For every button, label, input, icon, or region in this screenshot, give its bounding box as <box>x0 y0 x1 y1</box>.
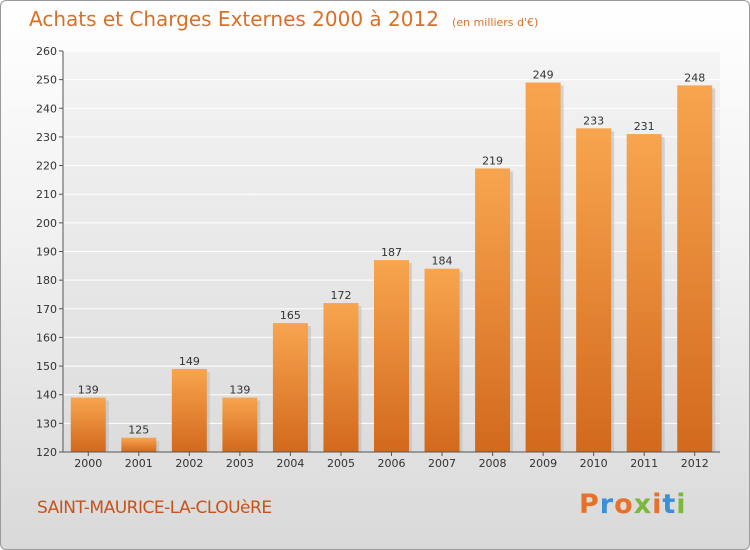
x-tick-label: 2007 <box>428 457 456 470</box>
commune-name: SAINT-MAURICE-LA-CLOUèRE <box>37 498 272 518</box>
data-label: 139 <box>78 384 99 397</box>
y-tick-label: 130 <box>36 417 57 430</box>
y-tick-label: 260 <box>36 45 57 58</box>
x-tick-label: 2008 <box>479 457 507 470</box>
bar <box>323 303 359 452</box>
y-tick-label: 250 <box>36 74 57 87</box>
data-label: 187 <box>381 246 402 259</box>
bar <box>626 134 662 453</box>
data-label: 233 <box>583 114 604 127</box>
x-tick-label: 2003 <box>226 457 254 470</box>
y-tick-label: 190 <box>36 246 57 259</box>
y-tick-label: 230 <box>36 131 57 144</box>
data-label: 249 <box>533 69 554 82</box>
bar <box>374 260 409 452</box>
logo-letter: r <box>599 489 615 520</box>
data-label: 231 <box>634 120 655 133</box>
bar <box>121 437 157 452</box>
bar <box>222 397 258 452</box>
proxiti-logo: Proxiti <box>579 489 687 520</box>
y-tick-label: 210 <box>36 188 57 201</box>
bar <box>272 323 308 452</box>
logo-letter: i <box>652 489 663 520</box>
logo-letter: i <box>676 489 687 520</box>
bar <box>424 268 460 452</box>
x-tick-label: 2012 <box>681 457 709 470</box>
chart-title: Achats et Charges Externes 2000 à 2012 (… <box>29 7 538 31</box>
x-tick-label: 2000 <box>74 457 102 470</box>
y-tick-label: 170 <box>36 303 57 316</box>
x-tick-label: 2010 <box>580 457 608 470</box>
title-unit: (en milliers d'€) <box>452 16 539 29</box>
data-label: 125 <box>128 424 149 437</box>
x-tick-label: 2006 <box>378 457 406 470</box>
data-label: 139 <box>229 384 250 397</box>
logo-letter: o <box>614 489 634 520</box>
y-tick-label: 200 <box>36 217 57 230</box>
y-tick-label: 150 <box>36 360 57 373</box>
bar <box>475 168 511 452</box>
data-label: 248 <box>684 71 705 84</box>
title-main: Achats et Charges Externes 2000 à 2012 <box>29 7 439 31</box>
data-label: 172 <box>330 289 351 302</box>
data-label: 165 <box>280 309 301 322</box>
x-tick-label: 2004 <box>276 457 304 470</box>
data-label: 184 <box>432 255 453 268</box>
x-tick-label: 2011 <box>630 457 658 470</box>
y-tick-label: 220 <box>36 160 57 173</box>
x-tick-label: 2001 <box>125 457 153 470</box>
y-tick-label: 140 <box>36 389 57 402</box>
data-label: 149 <box>179 355 200 368</box>
x-tick-label: 2005 <box>327 457 355 470</box>
bar <box>70 397 106 452</box>
y-tick-label: 240 <box>36 102 57 115</box>
logo-letter: x <box>633 489 653 520</box>
x-tick-label: 2009 <box>529 457 557 470</box>
data-label: 219 <box>482 154 503 167</box>
logo-letter: P <box>579 489 600 520</box>
bar <box>525 82 561 452</box>
bar <box>677 85 713 452</box>
bar <box>576 128 612 452</box>
y-tick-label: 160 <box>36 331 57 344</box>
bar <box>171 368 207 452</box>
y-tick-label: 180 <box>36 274 57 287</box>
logo-letter: t <box>662 489 677 520</box>
x-tick-label: 2002 <box>175 457 203 470</box>
y-tick-label: 120 <box>36 446 57 459</box>
